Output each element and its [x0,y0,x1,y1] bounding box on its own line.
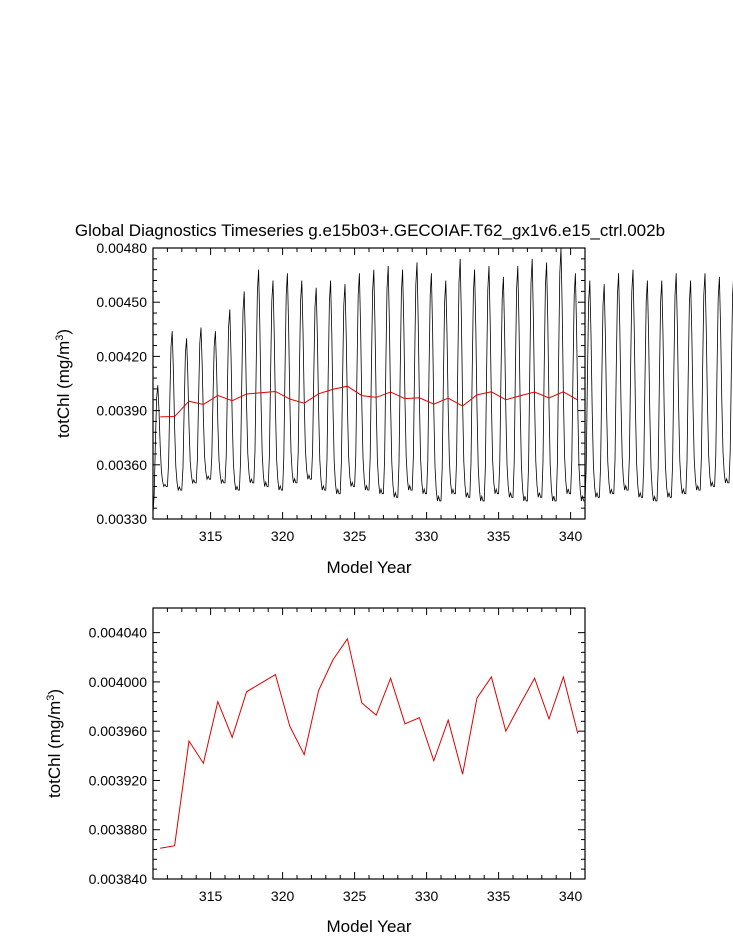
chart-title: Global Diagnostics Timeseries g.e15b03+.… [75,221,665,240]
y-tick-label: 0.00330 [96,511,147,527]
y-tick-label: 0.00480 [96,240,147,256]
x-tick-label: 320 [271,888,295,904]
y-tick-label: 0.003880 [89,822,148,838]
y-tick-label: 0.003960 [89,723,148,739]
x-axis-title: Model Year [326,558,411,577]
top-plot-frame [152,247,586,520]
x-tick-label: 325 [343,888,367,904]
top-y-tick-labels: 0.00330 0.00360 0.00390 0.00420 0.00450 0.004… [96,240,147,527]
x-tick-label: 315 [199,528,223,544]
y-tick-label: 0.004040 [89,625,148,641]
x-axis-title: Model Year [326,917,411,936]
series-line-annual-mean [160,637,579,849]
y-tick-label: 0.003920 [89,772,148,788]
x-tick-label: 325 [343,528,367,544]
bottom-axis-ticks [152,608,586,880]
y-tick-label: 0.00420 [96,348,147,364]
chart-bottom-annual-mean: 315 320 325 330 335 340 0.0038400.0038800.003… [45,607,586,936]
bottom-y-tick-labels: 0.003840 0.003880 0.003920 0.003960 0.004000… [89,625,148,887]
y-axis-title: totChl (mg/m3) [54,329,73,438]
y-axis-title: totChl (mg/m3) [45,689,64,798]
x-tick-label: 340 [559,888,583,904]
bottom-plot-frame [152,607,586,880]
top-series [152,247,733,514]
series-line-monthly [152,247,733,514]
x-tick-label: 335 [487,888,511,904]
x-tick-label: 335 [487,528,511,544]
bottom-series [160,637,579,849]
x-tick-label: 330 [415,528,439,544]
chart-top-timeseries: Global Diagnostics Timeseries g.e15b03+.… [54,221,733,577]
series-line-annual-mean [160,385,579,418]
y-tick-label: 0.00390 [96,403,147,419]
x-tick-label: 340 [559,528,583,544]
y-tick-label: 0.00360 [96,457,147,473]
x-tick-label: 330 [415,888,439,904]
top-x-tick-labels: 315 320 325 330 335 340 [199,528,583,544]
y-tick-label: 0.003840 [89,871,148,887]
x-tick-label: 320 [271,528,295,544]
x-tick-label: 315 [199,888,223,904]
y-tick-label: 0.00450 [96,294,147,310]
bottom-x-tick-labels: 315 320 325 330 335 340 [199,888,583,904]
y-tick-label: 0.004000 [89,674,148,690]
